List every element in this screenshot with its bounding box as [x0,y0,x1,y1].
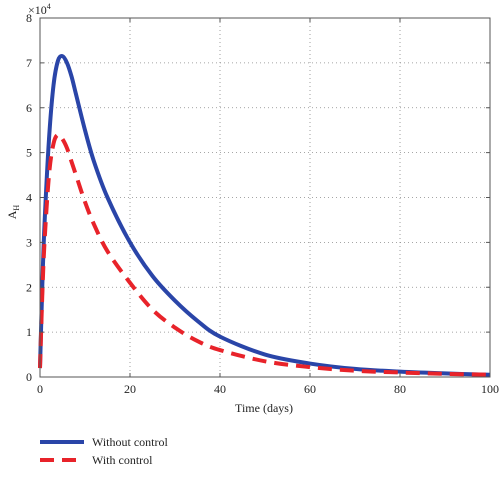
legend-label: With control [92,453,153,467]
x-axis-ticks: 0 20 40 60 80 100 [37,18,499,396]
y-tick-label: 0 [26,370,32,384]
y-axis-ticks: 0 1 2 3 4 5 6 7 8 [26,11,490,384]
y-tick-label: 4 [26,191,32,205]
y-tick-label: 2 [26,280,32,294]
y-tick-label: 3 [26,235,32,249]
series-lines [38,54,491,377]
y-tick-label: 5 [26,146,32,160]
x-tick-label: 20 [124,382,136,396]
legend-label: Without control [92,435,169,449]
x-tick-label: 60 [304,382,316,396]
series-line-with-control [38,132,491,377]
y-tick-label: 1 [26,325,32,339]
y-tick-label: 6 [26,101,32,115]
x-tick-label: 0 [37,382,43,396]
y-axis-label: AH [5,205,21,220]
y-scale-label: ×104 [28,2,51,17]
grid-lines [40,18,490,377]
x-tick-label: 100 [481,382,499,396]
legend: Without control With control [40,435,169,467]
x-axis-label: Time (days) [235,401,293,415]
y-tick-label: 7 [26,56,32,70]
series-line-without-control [38,54,491,377]
y-tick-label: 8 [26,11,32,25]
x-tick-label: 40 [214,382,226,396]
x-tick-label: 80 [394,382,406,396]
